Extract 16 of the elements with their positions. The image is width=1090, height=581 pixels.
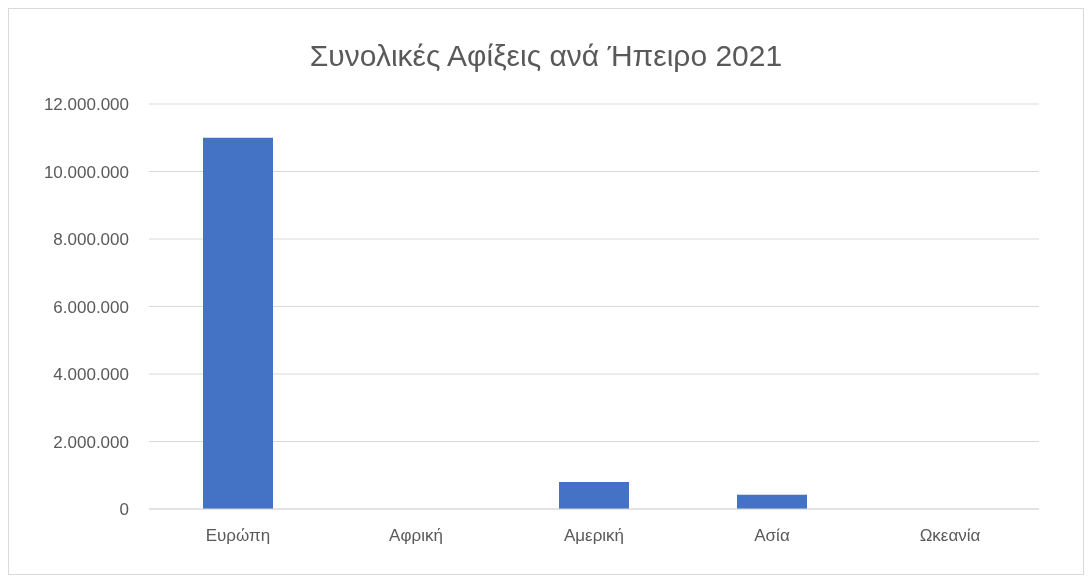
x-tick-label: Ευρώπη — [205, 526, 271, 546]
x-tick-label: Ωκεανία — [919, 526, 981, 546]
y-tick-label: 2.000.000 — [53, 432, 129, 452]
y-tick-label: 10.000.000 — [43, 162, 129, 182]
y-tick-label: 4.000.000 — [53, 365, 129, 385]
chart-title: Συνολικές Αφίξεις ανά Ήπειρο 2021 — [308, 38, 784, 74]
bar — [559, 482, 629, 509]
y-tick-label: 12.000.000 — [43, 95, 129, 115]
bar — [203, 137, 273, 509]
y-tick-label: 6.000.000 — [53, 297, 129, 317]
x-tick-label: Αμερική — [563, 526, 625, 546]
bar — [737, 494, 807, 509]
y-tick-label: 0 — [119, 500, 129, 520]
y-tick-label: 8.000.000 — [53, 230, 129, 250]
x-tick-label: Ασία — [754, 526, 790, 546]
x-tick-label: Αφρική — [389, 526, 443, 546]
